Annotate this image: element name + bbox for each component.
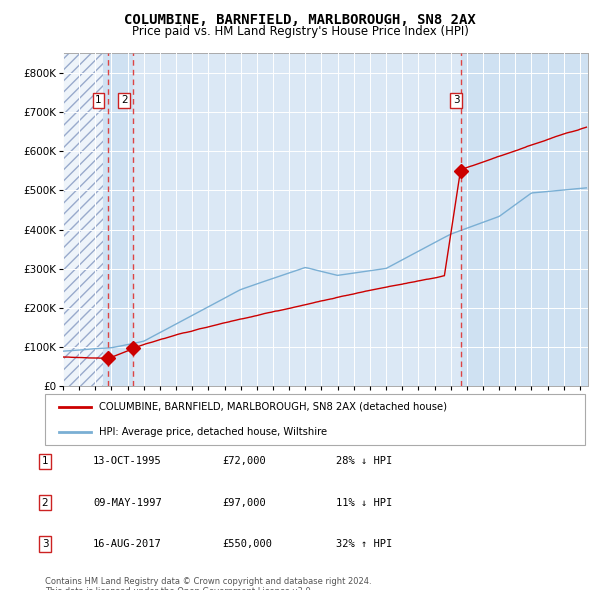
- Bar: [63, 53, 103, 386]
- Text: £550,000: £550,000: [222, 539, 272, 549]
- Bar: [103, 53, 133, 386]
- Text: 13-OCT-1995: 13-OCT-1995: [93, 457, 162, 466]
- Bar: [63, 53, 103, 386]
- Text: 3: 3: [41, 539, 49, 549]
- Text: £97,000: £97,000: [222, 498, 266, 507]
- FancyBboxPatch shape: [45, 394, 585, 445]
- Text: 11% ↓ HPI: 11% ↓ HPI: [336, 498, 392, 507]
- Text: 16-AUG-2017: 16-AUG-2017: [93, 539, 162, 549]
- Text: 1: 1: [95, 95, 102, 105]
- Bar: [461, 53, 588, 386]
- Text: 2: 2: [41, 498, 49, 507]
- Text: £72,000: £72,000: [222, 457, 266, 466]
- Text: COLUMBINE, BARNFIELD, MARLBOROUGH, SN8 2AX: COLUMBINE, BARNFIELD, MARLBOROUGH, SN8 2…: [124, 13, 476, 27]
- Text: 1: 1: [41, 457, 49, 466]
- Text: 09-MAY-1997: 09-MAY-1997: [93, 498, 162, 507]
- Text: Contains HM Land Registry data © Crown copyright and database right 2024.
This d: Contains HM Land Registry data © Crown c…: [45, 577, 371, 590]
- Text: 3: 3: [453, 95, 460, 105]
- Text: 32% ↑ HPI: 32% ↑ HPI: [336, 539, 392, 549]
- Text: 28% ↓ HPI: 28% ↓ HPI: [336, 457, 392, 466]
- Text: HPI: Average price, detached house, Wiltshire: HPI: Average price, detached house, Wilt…: [99, 428, 327, 437]
- Text: COLUMBINE, BARNFIELD, MARLBOROUGH, SN8 2AX (detached house): COLUMBINE, BARNFIELD, MARLBOROUGH, SN8 2…: [99, 402, 447, 411]
- Text: Price paid vs. HM Land Registry's House Price Index (HPI): Price paid vs. HM Land Registry's House …: [131, 25, 469, 38]
- Text: 2: 2: [121, 95, 128, 105]
